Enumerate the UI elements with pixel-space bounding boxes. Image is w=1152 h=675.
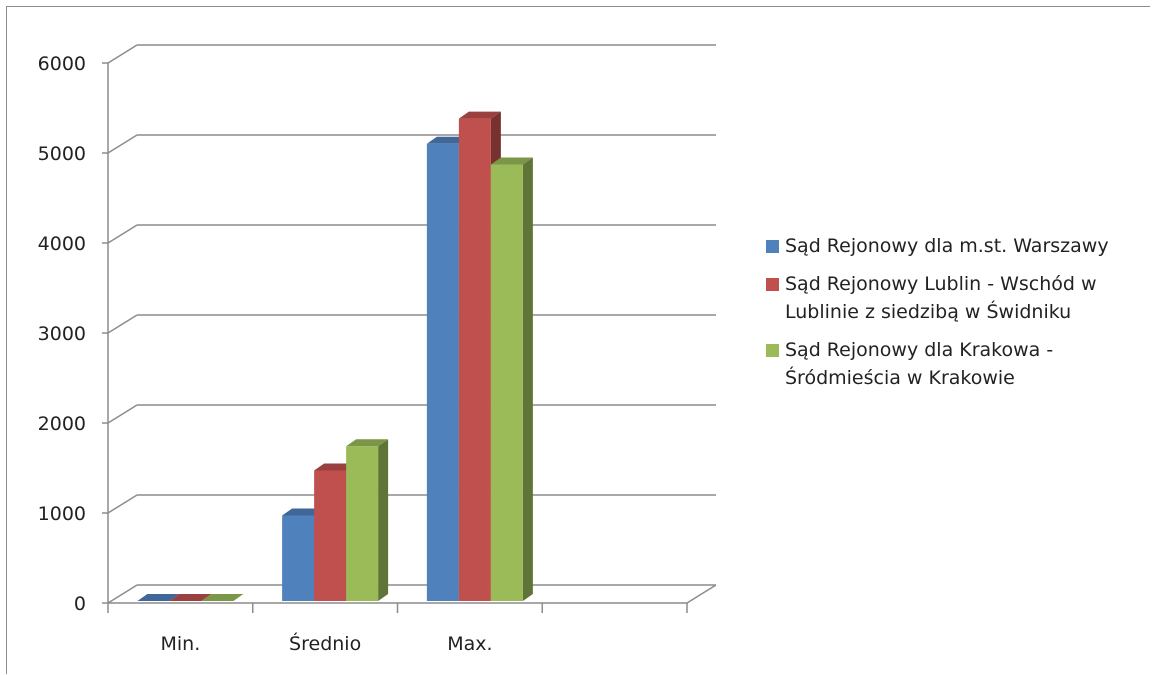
x-tick-label: Max. xyxy=(447,633,492,655)
bar-side xyxy=(522,157,533,601)
x-tick-label: Min. xyxy=(160,633,200,655)
y-tick-label: 6000 xyxy=(38,53,86,75)
gridline-side xyxy=(107,584,138,604)
chart-frame xyxy=(6,6,1150,674)
y-tick-label: 2000 xyxy=(38,413,86,435)
bar-top xyxy=(137,594,180,601)
legend-item: Sąd Rejonowy dla Krakowa - Śródmieścia w… xyxy=(766,336,1146,392)
legend-swatch xyxy=(766,240,779,253)
legend-swatch xyxy=(766,278,779,291)
bar-side xyxy=(378,439,389,601)
gridline-side xyxy=(107,224,138,244)
floor-right-edge xyxy=(686,584,717,604)
gridline-side xyxy=(107,314,138,334)
bar-top xyxy=(490,157,533,165)
legend-item: Sąd Rejonowy dla m.st. Warszawy xyxy=(766,232,1146,260)
bar xyxy=(314,470,347,601)
legend-item: Sąd Rejonowy Lublin - Wschód w Lublinie … xyxy=(766,270,1146,326)
gridline-side xyxy=(107,494,138,514)
y-tick-label: 3000 xyxy=(38,323,86,345)
y-tick-label: 5000 xyxy=(38,143,86,165)
bar xyxy=(426,143,459,602)
bar-top xyxy=(282,508,325,516)
y-tick-label: 4000 xyxy=(38,233,86,255)
legend-label: Sąd Rejonowy dla Krakowa - Śródmieścia w… xyxy=(785,339,1054,389)
gridline-side xyxy=(107,134,138,154)
bar xyxy=(282,515,315,601)
bar xyxy=(346,446,379,601)
legend-label: Sąd Rejonowy dla m.st. Warszawy xyxy=(785,235,1109,257)
x-tick-label: Średnio xyxy=(289,631,361,655)
bar-top xyxy=(314,463,357,471)
bar xyxy=(490,164,523,601)
chart-legend: Sąd Rejonowy dla m.st. Warszawy Sąd Rejo… xyxy=(766,232,1146,402)
bar-top xyxy=(346,439,389,447)
bar-top xyxy=(169,594,212,601)
y-tick-label: 1000 xyxy=(38,503,86,525)
bar-top xyxy=(458,111,501,119)
y-tick-label: 0 xyxy=(74,593,86,615)
legend-swatch xyxy=(766,344,779,357)
gridline-side xyxy=(107,44,138,64)
bar xyxy=(458,118,491,601)
legend-label: Sąd Rejonowy Lublin - Wschód w Lublinie … xyxy=(785,273,1097,323)
bar-top xyxy=(426,136,469,144)
bar-top xyxy=(201,594,244,601)
gridline-side xyxy=(107,404,138,424)
